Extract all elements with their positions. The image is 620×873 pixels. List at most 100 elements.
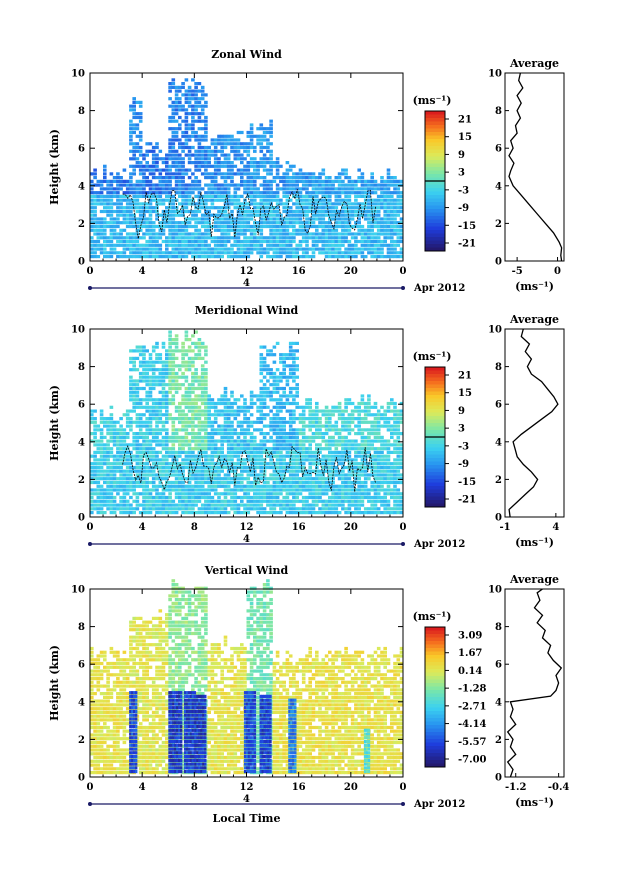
heatmap-cell bbox=[249, 194, 254, 198]
heatmap-cell bbox=[233, 499, 238, 503]
heatmap-cell bbox=[285, 383, 290, 387]
heatmap-cell bbox=[161, 499, 166, 503]
heatmap-cell bbox=[341, 255, 345, 259]
heatmap-cell bbox=[194, 379, 198, 383]
heatmap-cell bbox=[158, 157, 163, 161]
heatmap-cell bbox=[256, 224, 260, 229]
heatmap-cell bbox=[288, 439, 293, 443]
heatmap-cell bbox=[184, 228, 189, 232]
heatmap-cell bbox=[318, 432, 322, 436]
heatmap-cell bbox=[184, 503, 189, 507]
heatmap-cell bbox=[236, 424, 241, 428]
heatmap-cell bbox=[269, 213, 273, 217]
heatmap-cell bbox=[240, 420, 244, 424]
heatmap-cell bbox=[181, 503, 185, 507]
heatmap-cell bbox=[106, 243, 110, 247]
heatmap-cell bbox=[295, 417, 299, 421]
heatmap-cell bbox=[341, 435, 345, 439]
heatmap-cell bbox=[184, 172, 189, 176]
heatmap-cell bbox=[93, 224, 97, 229]
heatmap-cell bbox=[165, 495, 169, 500]
heatmap-cell bbox=[243, 255, 247, 259]
heatmap-cell bbox=[145, 176, 149, 180]
heatmap-cell bbox=[125, 473, 130, 477]
heatmap-cell bbox=[132, 217, 136, 221]
heatmap-cell bbox=[230, 161, 234, 165]
heatmap-cell bbox=[93, 239, 97, 244]
colorbar-segment bbox=[425, 128, 445, 133]
heatmap-cell bbox=[243, 432, 247, 436]
heatmap-cell bbox=[223, 420, 228, 424]
heatmap-cell bbox=[262, 401, 267, 406]
heatmap-cell bbox=[142, 511, 146, 515]
heatmap-cell bbox=[253, 179, 257, 183]
heatmap-cell bbox=[155, 503, 159, 507]
heatmap-cell bbox=[184, 424, 189, 428]
heatmap-cell bbox=[321, 465, 326, 470]
heatmap-cell bbox=[288, 247, 293, 251]
heatmap-cell bbox=[106, 492, 110, 496]
heatmap-cell bbox=[191, 172, 195, 176]
heatmap-cell bbox=[174, 454, 179, 458]
heatmap-cell bbox=[308, 450, 312, 454]
heatmap-cell bbox=[279, 213, 283, 217]
heatmap-cell bbox=[194, 239, 198, 244]
heatmap-cell bbox=[305, 488, 309, 492]
heatmap-cell bbox=[253, 462, 257, 466]
heatmap-cell bbox=[331, 213, 335, 217]
heatmap-cell bbox=[256, 138, 260, 142]
heatmap-cell bbox=[275, 209, 280, 214]
heatmap-cell bbox=[181, 360, 185, 364]
heatmap-cell bbox=[357, 454, 361, 458]
heatmap-cell bbox=[266, 349, 270, 353]
heatmap-cell bbox=[298, 206, 303, 210]
heatmap-cell bbox=[334, 194, 339, 198]
heatmap-cell bbox=[275, 187, 280, 191]
heatmap-cell bbox=[168, 368, 172, 372]
heatmap-cell bbox=[266, 202, 270, 206]
heatmap-cell bbox=[142, 194, 146, 198]
heatmap-cell bbox=[112, 435, 117, 439]
heatmap-cell bbox=[178, 417, 182, 421]
heatmap-cell bbox=[272, 239, 277, 244]
heatmap-cell bbox=[204, 104, 208, 108]
heatmap-cell bbox=[282, 236, 286, 240]
heatmap-cell bbox=[285, 228, 290, 232]
heatmap-cell bbox=[200, 134, 205, 138]
heatmap-cell bbox=[285, 462, 290, 466]
heatmap-cell bbox=[233, 413, 238, 417]
heatmap-cell bbox=[256, 417, 260, 421]
heatmap-cell bbox=[132, 168, 136, 172]
heatmap-cell bbox=[161, 405, 166, 409]
heatmap-cell bbox=[129, 417, 133, 421]
heatmap-cell bbox=[275, 368, 280, 372]
heatmap-cell bbox=[386, 198, 391, 202]
heatmap-cell bbox=[200, 221, 205, 225]
heatmap-cell bbox=[324, 224, 329, 229]
heatmap-cell bbox=[386, 206, 391, 210]
heatmap-cell bbox=[226, 484, 231, 488]
heatmap-cell bbox=[230, 480, 234, 485]
heatmap-cell bbox=[266, 206, 270, 210]
heatmap-cell bbox=[174, 236, 179, 240]
heatmap-cell bbox=[233, 232, 238, 236]
heatmap-cell bbox=[396, 221, 401, 225]
heatmap-cell bbox=[308, 492, 312, 496]
heatmap-cell bbox=[197, 89, 202, 93]
heatmap-cell bbox=[178, 386, 182, 391]
heatmap-cell bbox=[204, 228, 208, 232]
heatmap-cell bbox=[266, 127, 270, 131]
heatmap-cell bbox=[272, 353, 277, 357]
heatmap-cell bbox=[200, 149, 205, 153]
heatmap-cell bbox=[331, 228, 335, 232]
heatmap-cell bbox=[298, 239, 303, 244]
heatmap-cell bbox=[168, 469, 172, 473]
heatmap-cell bbox=[148, 439, 153, 443]
heatmap-cell bbox=[138, 187, 143, 191]
heatmap-cell bbox=[96, 465, 101, 470]
heatmap-cell bbox=[112, 232, 117, 236]
heatmap-cell bbox=[380, 206, 384, 210]
heatmap-cell bbox=[240, 228, 244, 232]
heatmap-cell bbox=[155, 383, 159, 387]
heatmap-cell bbox=[171, 239, 176, 244]
